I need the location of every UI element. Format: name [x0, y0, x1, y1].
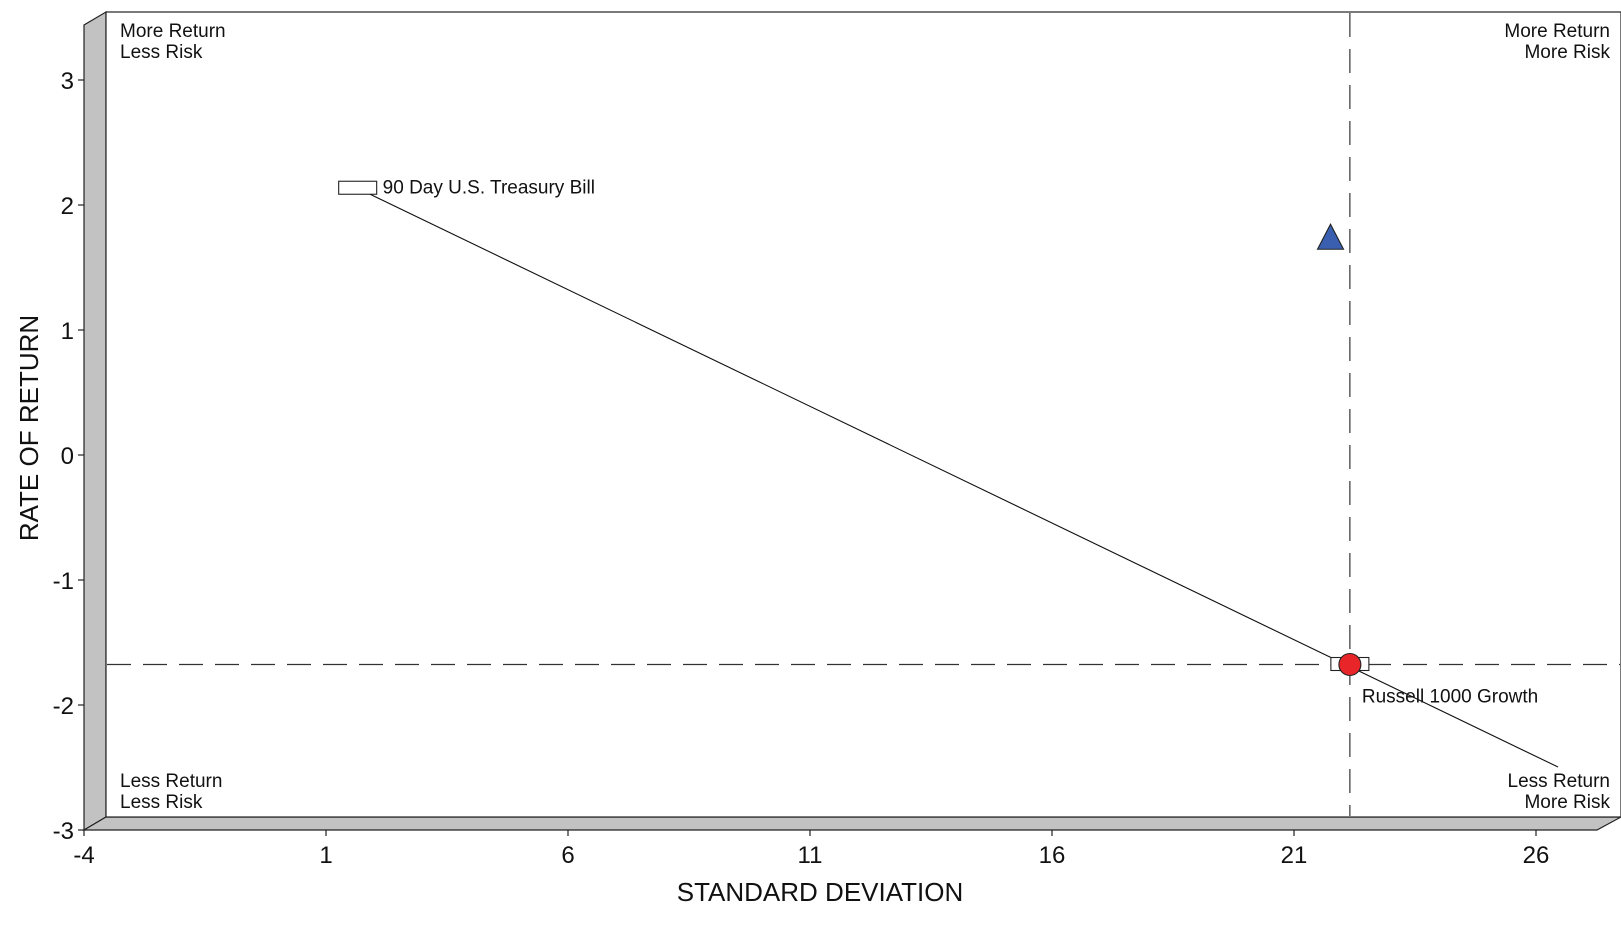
point-marker-circle — [1338, 652, 1362, 677]
x-tick-label: 16 — [1039, 842, 1066, 869]
left-wall — [83, 10, 107, 832]
y-axis-title: RATE OF RETURN — [14, 315, 44, 541]
x-tick-label: 11 — [798, 842, 823, 869]
y-tick-label: 0 — [61, 443, 74, 470]
x-tick-label: -4 — [73, 842, 94, 869]
x-tick-label: 1 — [319, 842, 332, 869]
quad-top-left-line2: Less Risk — [120, 42, 203, 63]
x-tick-label: 26 — [1523, 842, 1550, 869]
y-axis: -3 -2 -1 0 1 2 3 — [53, 68, 84, 845]
x-tick-label: 21 — [1281, 842, 1308, 869]
point-marker-rect — [338, 180, 378, 195]
plot-area — [105, 11, 1621, 818]
x-tick-label: 6 — [561, 842, 574, 869]
y-tick-label: 3 — [61, 68, 74, 95]
point-label: 90 Day U.S. Treasury Bill — [383, 177, 595, 198]
quad-bottom-left-line1: Less Return — [120, 771, 222, 792]
quad-bottom-left-line2: Less Risk — [120, 792, 203, 813]
quad-top-right-line2: More Risk — [1524, 42, 1610, 63]
y-tick-label: -2 — [53, 693, 74, 720]
floor — [81, 816, 1621, 831]
plot-layer: 90 Day U.S. Treasury Bill Russell 1000 Gr… — [107, 13, 1620, 816]
x-axis-title: STANDARD DEVIATION — [677, 877, 964, 907]
y-tick-label: -1 — [53, 568, 74, 595]
quad-bottom-right-line1: Less Return — [1508, 771, 1610, 792]
point-label: Russell 1000 Growth — [1362, 687, 1538, 708]
x-axis: -4 1 6 11 16 21 26 — [73, 830, 1549, 869]
y-tick-label: -3 — [53, 818, 74, 845]
quad-top-left-line1: More Return — [120, 21, 226, 42]
quad-top-right-line1: More Return — [1504, 21, 1610, 42]
y-tick-label: 2 — [61, 193, 74, 220]
y-tick-label: 1 — [61, 318, 74, 345]
quad-bottom-right-line2: More Risk — [1524, 792, 1610, 813]
point-marker-triangle — [1316, 223, 1345, 250]
